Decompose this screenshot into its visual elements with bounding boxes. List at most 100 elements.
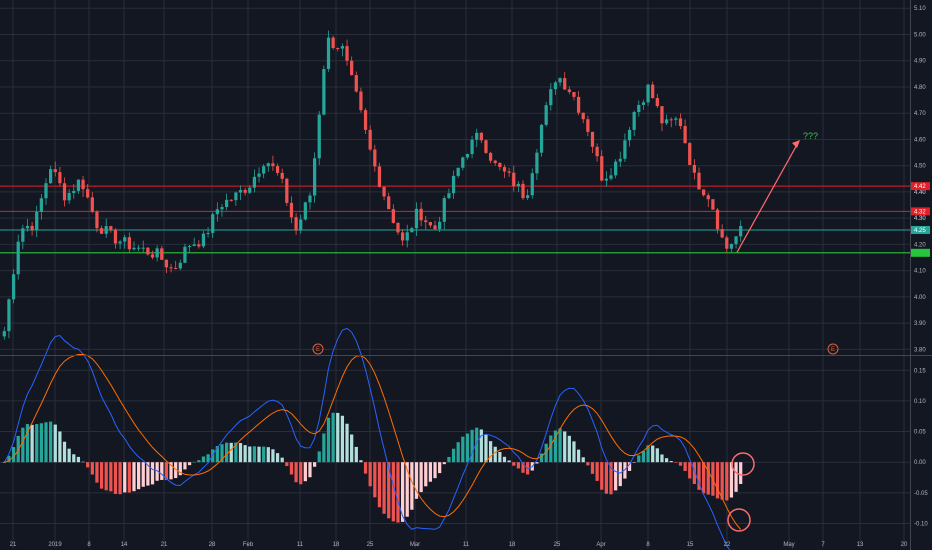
macd-histogram-bar[interactable]	[262, 446, 266, 463]
candle-body[interactable]	[572, 91, 576, 97]
macd-histogram-bar[interactable]	[706, 462, 710, 495]
candle-body[interactable]	[502, 167, 507, 172]
candle-body[interactable]	[160, 248, 164, 260]
candle-body[interactable]	[76, 179, 81, 191]
candle-body[interactable]	[187, 245, 192, 247]
candle-body[interactable]	[720, 229, 724, 238]
macd-histogram-bar[interactable]	[410, 462, 414, 510]
candle-body[interactable]	[660, 106, 664, 124]
candle-body[interactable]	[336, 47, 340, 49]
candle-body[interactable]	[706, 195, 710, 200]
candle-body[interactable]	[299, 219, 303, 231]
candle-body[interactable]	[410, 228, 414, 233]
macd-histogram-bar[interactable]	[238, 443, 243, 463]
macd-histogram-bar[interactable]	[137, 462, 141, 490]
candle-body[interactable]	[461, 157, 465, 168]
candle-body[interactable]	[632, 112, 636, 130]
candle-body[interactable]	[262, 166, 266, 174]
macd-histogram-bar[interactable]	[49, 421, 53, 463]
candle-body[interactable]	[507, 171, 511, 173]
candle-body[interactable]	[627, 129, 632, 141]
candle-body[interactable]	[234, 192, 238, 201]
macd-histogram-bar[interactable]	[44, 422, 48, 463]
macd-histogram-bar[interactable]	[35, 424, 39, 463]
candle-body[interactable]	[238, 189, 243, 193]
candle-body[interactable]	[618, 158, 622, 162]
candle-body[interactable]	[530, 173, 534, 196]
candle-body[interactable]	[16, 241, 20, 275]
macd-histogram-bar[interactable]	[479, 429, 483, 463]
candle-body[interactable]	[526, 195, 530, 199]
macd-histogram-bar[interactable]	[322, 433, 326, 463]
candle-body[interactable]	[99, 228, 104, 234]
candle-body[interactable]	[387, 196, 391, 210]
candle-body[interactable]	[428, 222, 433, 226]
macd-histogram-bar[interactable]	[604, 462, 608, 494]
candle-body[interactable]	[400, 232, 405, 241]
macd-histogram-bar[interactable]	[58, 431, 62, 463]
macd-histogram-bar[interactable]	[669, 461, 673, 463]
macd-histogram-bar[interactable]	[465, 433, 470, 463]
macd-histogram-bar[interactable]	[303, 462, 307, 482]
macd-histogram-bar[interactable]	[549, 435, 553, 463]
macd-histogram-bar[interactable]	[39, 423, 43, 463]
candle-body[interactable]	[512, 172, 516, 187]
candle-body[interactable]	[391, 209, 395, 223]
macd-histogram-bar[interactable]	[187, 462, 192, 466]
macd-histogram-bar[interactable]	[442, 462, 446, 465]
candle-body[interactable]	[470, 139, 474, 155]
candle-body[interactable]	[44, 183, 48, 199]
macd-histogram-bar[interactable]	[595, 462, 599, 481]
candle-body[interactable]	[197, 244, 201, 247]
macd-histogram-bar[interactable]	[553, 430, 558, 463]
candles[interactable]	[2, 30, 743, 340]
macd-histogram-bar[interactable]	[470, 429, 474, 463]
macd-histogram-bar[interactable]	[11, 447, 16, 463]
candle-body[interactable]	[669, 119, 673, 121]
candle-body[interactable]	[58, 172, 62, 184]
candle-body[interactable]	[123, 237, 127, 242]
candle-body[interactable]	[229, 199, 233, 201]
candle-body[interactable]	[53, 169, 57, 173]
candle-body[interactable]	[488, 152, 493, 161]
macd-histogram-bar[interactable]	[382, 462, 386, 514]
macd-histogram-bar[interactable]	[725, 462, 729, 501]
macd-histogram-bar[interactable]	[419, 462, 423, 493]
candle-body[interactable]	[655, 98, 659, 107]
candle-body[interactable]	[345, 46, 349, 61]
candle-body[interactable]	[581, 112, 585, 120]
candle-body[interactable]	[396, 222, 400, 233]
macd-histogram-bar[interactable]	[461, 436, 465, 463]
candle-body[interactable]	[646, 84, 650, 103]
earnings-marker-icon[interactable]	[312, 343, 324, 355]
macd-histogram-bar[interactable]	[651, 445, 655, 463]
macd-histogram-bar[interactable]	[405, 462, 409, 517]
candle-body[interactable]	[271, 163, 275, 167]
candle-body[interactable]	[414, 208, 419, 229]
macd-histogram-bar[interactable]	[590, 462, 595, 474]
macd-histogram-bar[interactable]	[271, 449, 275, 463]
macd-histogram-bar[interactable]	[95, 462, 99, 483]
macd-histogram-bar[interactable]	[132, 462, 136, 492]
candle-body[interactable]	[368, 129, 372, 150]
macd-histogram-bar[interactable]	[368, 462, 372, 487]
macd-histogram-bar[interactable]	[387, 462, 391, 519]
macd-histogram-bar[interactable]	[451, 448, 456, 463]
macd-histogram-bar[interactable]	[7, 455, 11, 463]
candle-body[interactable]	[702, 189, 706, 196]
macd-histogram-bar[interactable]	[340, 415, 345, 463]
candle-body[interactable]	[39, 198, 43, 212]
candle-body[interactable]	[7, 299, 11, 332]
candle-body[interactable]	[442, 198, 446, 222]
macd-histogram-bar[interactable]	[104, 462, 108, 491]
macd-histogram-bar[interactable]	[62, 441, 67, 463]
macd-histogram-bar[interactable]	[359, 460, 363, 463]
candle-body[interactable]	[312, 158, 317, 196]
candle-body[interactable]	[317, 114, 321, 159]
macd-histogram-bar[interactable]	[627, 462, 632, 471]
macd-histogram-bar[interactable]	[160, 462, 164, 480]
macd-histogram-bar[interactable]	[614, 462, 618, 491]
macd-histogram-bar[interactable]	[507, 460, 511, 463]
macd-histogram-bar[interactable]	[729, 462, 734, 498]
candle-body[interactable]	[586, 119, 590, 132]
